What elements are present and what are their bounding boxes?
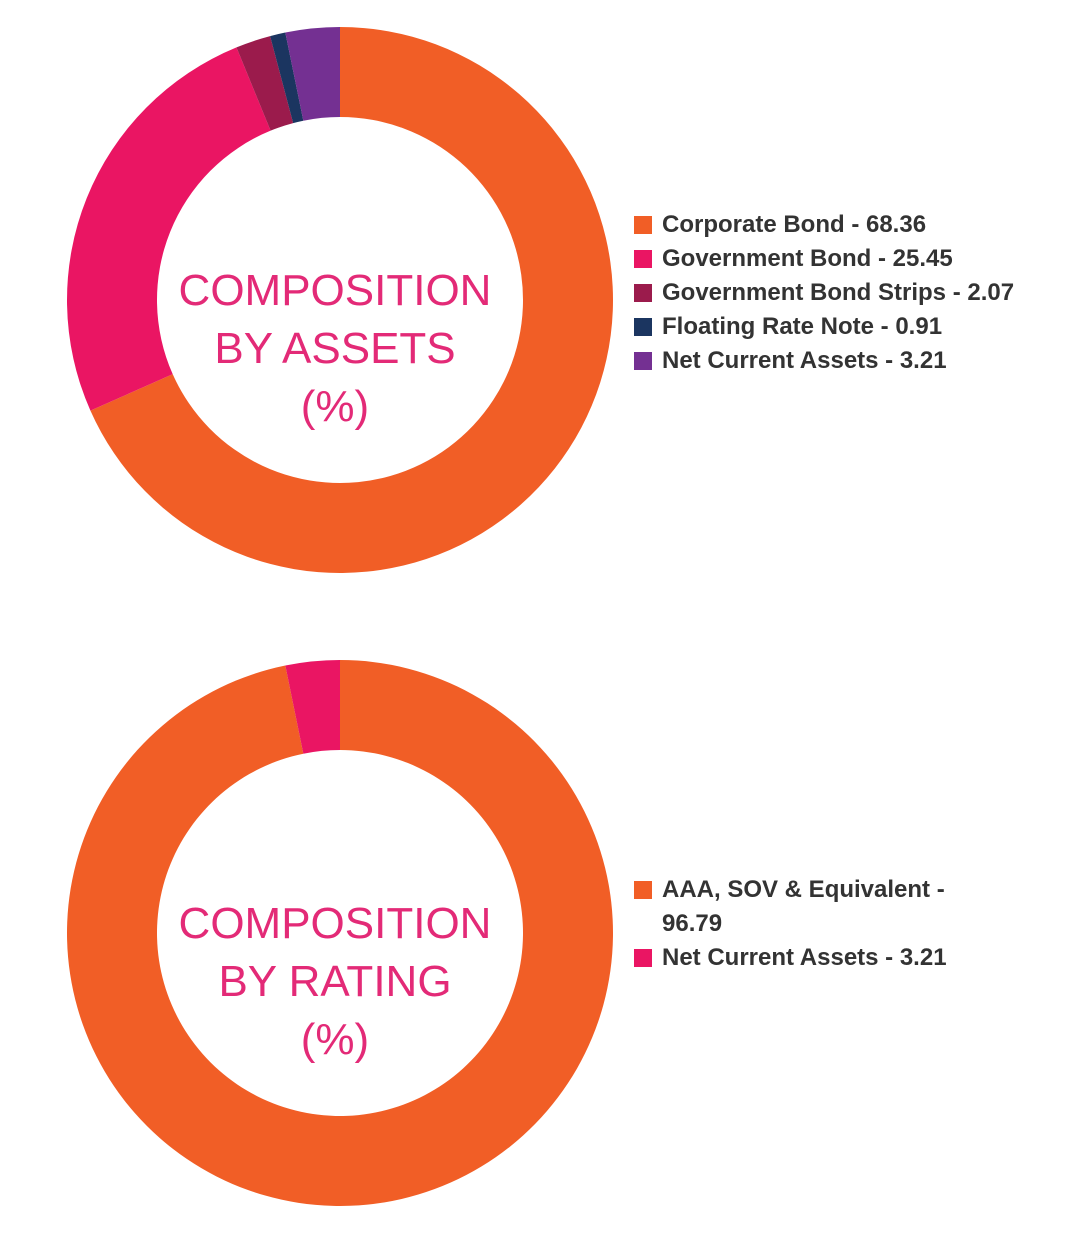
legend-item-government-bond: Government Bond - 25.45 bbox=[634, 242, 1014, 276]
assets-legend: Corporate Bond - 68.36 Government Bond -… bbox=[634, 208, 1014, 378]
legend-swatch bbox=[634, 250, 652, 268]
legend-label: Government Bond Strips - 2.07 bbox=[662, 279, 1015, 306]
donut-slice-government-bond bbox=[66, 47, 271, 411]
legend-label: Government Bond - 25.45 bbox=[662, 245, 953, 272]
rating-center-line-3: (%) bbox=[300, 1015, 370, 1064]
assets-center-line-2: BY ASSETS bbox=[214, 324, 456, 373]
donut-slice-aaa-sov-equivalent bbox=[66, 660, 613, 1206]
legend-item-net-current-assets: Net Current Assets - 3.21 bbox=[634, 344, 1014, 378]
composition-by-assets-chart: COMPOSITION BY ASSETS (%) Corporate Bond… bbox=[0, 20, 1087, 580]
donut-slice-net-current-assets bbox=[285, 27, 340, 121]
assets-center-label: COMPOSITION BY ASSETS (%) bbox=[140, 262, 530, 436]
rating-legend: AAA, SOV & Equivalent - 96.79 Net Curren… bbox=[634, 873, 992, 975]
legend-swatch bbox=[634, 881, 652, 899]
legend-item-government-bond-strips: Government Bond Strips - 2.07 bbox=[634, 276, 1014, 310]
legend-item-net-current-assets: Net Current Assets - 3.21 bbox=[634, 941, 992, 975]
legend-swatch bbox=[634, 949, 652, 967]
legend-item-floating-rate-note: Floating Rate Note - 0.91 bbox=[634, 310, 1014, 344]
rating-donut bbox=[66, 660, 613, 1206]
legend-item-aaa-sov-equivalent: AAA, SOV & Equivalent - 96.79 bbox=[634, 873, 992, 941]
donut-slice-floating-rate-note bbox=[270, 32, 304, 124]
legend-label: Floating Rate Note - 0.91 bbox=[662, 313, 943, 340]
legend-label: Corporate Bond - 68.36 bbox=[662, 211, 927, 238]
legend-label: Net Current Assets - 3.21 bbox=[662, 347, 947, 374]
assets-center-line-3: (%) bbox=[300, 382, 370, 431]
donut-slice-government-bond-strips bbox=[236, 36, 294, 131]
legend-swatch bbox=[634, 216, 652, 234]
legend-item-corporate-bond: Corporate Bond - 68.36 bbox=[634, 208, 1014, 242]
rating-center-line-2: BY RATING bbox=[218, 957, 452, 1006]
composition-by-rating-chart: COMPOSITION BY RATING (%) AAA, SOV & Equ… bbox=[0, 653, 1087, 1213]
donut-slice-corporate-bond bbox=[90, 27, 614, 573]
assets-donut bbox=[66, 27, 614, 573]
legend-swatch bbox=[634, 352, 652, 370]
legend-label: Net Current Assets - 3.21 bbox=[662, 944, 947, 971]
legend-label: AAA, SOV & Equivalent - 96.79 bbox=[662, 876, 945, 937]
legend-swatch bbox=[634, 318, 652, 336]
legend-swatch bbox=[634, 284, 652, 302]
assets-center-line-1: COMPOSITION bbox=[178, 266, 492, 315]
rating-center-label: COMPOSITION BY RATING (%) bbox=[140, 895, 530, 1069]
donut-slice-net-current-assets bbox=[285, 660, 340, 754]
rating-center-line-1: COMPOSITION bbox=[178, 899, 492, 948]
